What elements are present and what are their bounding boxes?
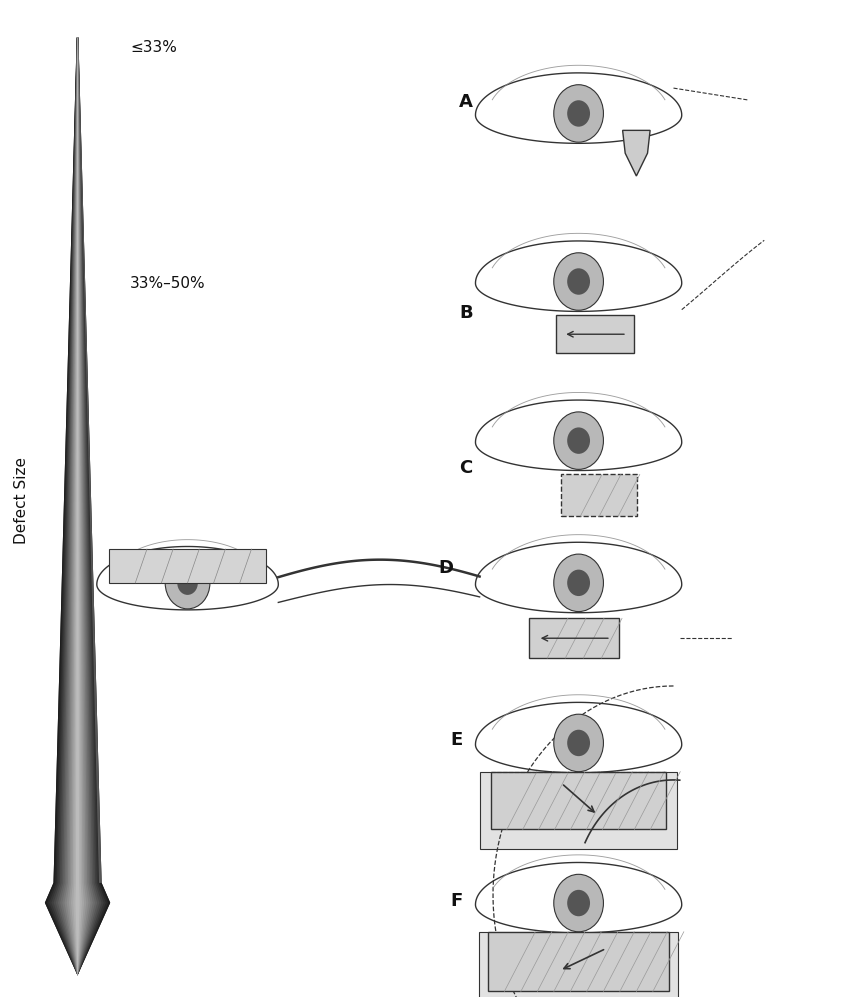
Circle shape	[554, 714, 604, 772]
Bar	[491, 772, 666, 829]
Bar	[561, 474, 637, 516]
Circle shape	[567, 100, 590, 127]
Circle shape	[554, 554, 604, 612]
Circle shape	[567, 570, 590, 596]
Polygon shape	[45, 38, 110, 975]
Polygon shape	[476, 862, 682, 933]
Circle shape	[554, 412, 604, 469]
Polygon shape	[47, 38, 108, 975]
Circle shape	[177, 571, 198, 595]
Text: D: D	[439, 559, 453, 577]
Circle shape	[554, 874, 604, 932]
Polygon shape	[55, 38, 99, 975]
Polygon shape	[476, 73, 682, 143]
Circle shape	[567, 890, 590, 916]
Polygon shape	[97, 546, 279, 610]
Polygon shape	[476, 702, 682, 773]
Polygon shape	[49, 38, 106, 975]
Circle shape	[554, 253, 604, 310]
Polygon shape	[74, 38, 82, 975]
Bar	[529, 618, 619, 658]
Polygon shape	[45, 38, 110, 975]
Circle shape	[165, 557, 210, 609]
Circle shape	[567, 427, 590, 454]
Text: E: E	[451, 731, 463, 749]
Text: B: B	[459, 304, 472, 322]
Polygon shape	[65, 38, 91, 975]
Polygon shape	[71, 38, 84, 975]
Bar	[479, 932, 678, 1000]
Polygon shape	[78, 38, 101, 883]
Text: A: A	[459, 93, 473, 111]
Text: C: C	[459, 459, 472, 477]
Polygon shape	[51, 38, 104, 975]
Text: 33%–50%: 33%–50%	[130, 276, 206, 291]
Bar	[488, 932, 670, 991]
Circle shape	[554, 85, 604, 142]
Polygon shape	[54, 38, 101, 975]
Polygon shape	[58, 38, 97, 975]
Circle shape	[567, 730, 590, 756]
Polygon shape	[61, 38, 95, 975]
Polygon shape	[69, 38, 86, 975]
Text: Defect Size: Defect Size	[14, 456, 29, 543]
Polygon shape	[623, 130, 650, 176]
Bar	[556, 315, 634, 353]
Polygon shape	[62, 38, 93, 975]
Circle shape	[567, 268, 590, 295]
Text: ≤33%: ≤33%	[130, 40, 176, 55]
Polygon shape	[476, 400, 682, 470]
Bar	[480, 772, 677, 849]
Polygon shape	[67, 38, 88, 975]
Polygon shape	[75, 38, 80, 975]
Bar	[109, 549, 266, 583]
Polygon shape	[476, 542, 682, 613]
Polygon shape	[476, 241, 682, 311]
Text: 50%–100%: 50%–100%	[130, 552, 215, 567]
Text: F: F	[451, 892, 463, 910]
